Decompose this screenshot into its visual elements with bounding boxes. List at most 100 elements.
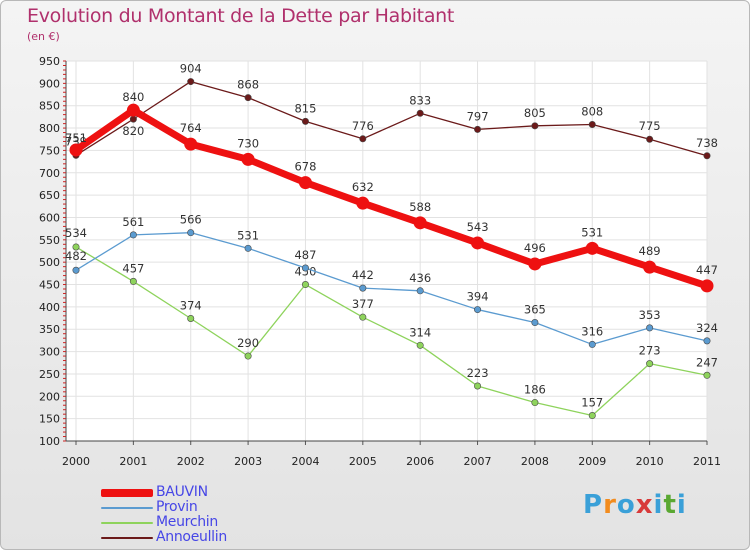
data-point-annoeullin <box>244 94 252 102</box>
data-label-bauvin: 730 <box>237 136 259 150</box>
data-label-bauvin: 840 <box>122 90 144 104</box>
data-point-annoeullin <box>187 78 195 86</box>
data-label-meurchin: 247 <box>696 355 718 369</box>
data-point-provin <box>646 324 654 332</box>
data-label-provin: 442 <box>352 268 374 282</box>
x-tick-label: 2007 <box>464 455 492 468</box>
data-label-meurchin: 157 <box>581 396 603 410</box>
data-point-provin <box>244 244 252 252</box>
data-label-bauvin: 678 <box>294 160 316 174</box>
series-line-bauvin <box>72 106 711 290</box>
y-tick-label: 500 <box>39 256 60 269</box>
legend-label: BAUVIN <box>156 484 208 500</box>
data-point-meurchin <box>72 243 80 251</box>
data-label-provin: 394 <box>467 290 489 304</box>
data-label-annoeullin: 868 <box>237 78 259 92</box>
y-tick-label: 150 <box>39 413 60 426</box>
y-tick-label: 550 <box>39 234 60 247</box>
data-label-bauvin: 543 <box>467 220 489 234</box>
y-tick-label: 750 <box>39 144 60 157</box>
data-point-provin <box>187 229 195 237</box>
x-tick-label: 2004 <box>291 455 319 468</box>
data-point-annoeullin <box>588 120 596 128</box>
data-label-provin: 531 <box>237 228 259 242</box>
legend-swatch <box>101 537 153 539</box>
data-label-annoeullin: 833 <box>409 93 431 107</box>
data-label-meurchin: 290 <box>237 336 259 350</box>
data-point-meurchin <box>129 277 137 285</box>
chart-title: Evolution du Montant de la Dette par Hab… <box>27 5 455 27</box>
x-tick-label: 2003 <box>234 455 262 468</box>
data-label-bauvin: 489 <box>639 244 661 258</box>
logo-letter: x <box>635 490 654 520</box>
legend-label: Meurchin <box>156 514 218 530</box>
data-point-annoeullin <box>646 135 654 143</box>
data-label-meurchin: 223 <box>467 366 489 380</box>
y-tick-label: 350 <box>39 323 60 336</box>
y-tick-label: 700 <box>39 167 60 180</box>
x-tick-label: 2008 <box>521 455 549 468</box>
logo-letter: i <box>676 490 687 520</box>
data-point-meurchin <box>301 281 309 289</box>
data-point-meurchin <box>646 360 654 368</box>
y-tick-label: 800 <box>39 122 60 135</box>
data-label-provin: 324 <box>696 321 718 335</box>
series-line-annoeullin <box>75 80 708 157</box>
y-tick-label: 950 <box>39 55 60 68</box>
data-point-provin <box>703 337 711 345</box>
data-point-provin <box>474 306 482 314</box>
y-tick-label: 900 <box>39 77 60 90</box>
data-point-provin <box>588 340 596 348</box>
data-point-annoeullin <box>301 117 309 125</box>
x-tick-label: 2005 <box>349 455 377 468</box>
data-point-annoeullin <box>129 115 137 123</box>
data-point-bauvin <box>471 236 485 250</box>
data-label-provin: 316 <box>581 324 603 338</box>
data-label-meurchin: 377 <box>352 297 374 311</box>
data-label-bauvin: 447 <box>696 263 718 277</box>
data-label-bauvin: 588 <box>409 200 431 214</box>
data-label-provin: 353 <box>639 308 661 322</box>
x-tick-label: 2002 <box>177 455 205 468</box>
logo-letter: t <box>663 490 677 520</box>
legend-swatch <box>101 489 153 497</box>
proxiti-logo: Proxiti <box>583 490 687 520</box>
data-point-bauvin <box>69 143 83 157</box>
data-point-bauvin <box>585 241 599 255</box>
data-point-annoeullin <box>531 122 539 130</box>
data-label-provin: 436 <box>409 271 431 285</box>
data-point-bauvin <box>184 137 198 151</box>
data-label-meurchin: 186 <box>524 383 546 397</box>
data-point-bauvin <box>356 196 370 210</box>
data-point-meurchin <box>531 399 539 407</box>
data-label-provin: 566 <box>180 213 202 227</box>
series-line-provin <box>75 232 708 346</box>
data-point-bauvin <box>126 103 140 117</box>
data-point-provin <box>359 284 367 292</box>
legend-swatch <box>101 507 153 509</box>
y-tick-label: 250 <box>39 368 60 381</box>
data-label-provin: 561 <box>122 215 144 229</box>
data-point-annoeullin <box>703 152 711 160</box>
data-point-bauvin <box>528 257 542 271</box>
data-point-meurchin <box>474 382 482 390</box>
x-tick-label: 2006 <box>406 455 434 468</box>
x-tick-label: 2011 <box>693 455 721 468</box>
x-tick-label: 2001 <box>119 455 147 468</box>
data-label-meurchin: 534 <box>65 226 87 240</box>
y-tick-label: 100 <box>39 435 60 448</box>
y-tick-label: 400 <box>39 301 60 314</box>
data-point-bauvin <box>643 260 657 274</box>
data-point-meurchin <box>187 315 195 323</box>
data-label-bauvin: 764 <box>180 121 202 135</box>
data-point-bauvin <box>413 216 427 230</box>
x-tick-label: 2010 <box>636 455 664 468</box>
data-label-annoeullin: 820 <box>122 124 144 138</box>
data-point-meurchin <box>703 371 711 379</box>
data-label-annoeullin: 797 <box>467 109 489 123</box>
data-point-meurchin <box>244 352 252 360</box>
series-line-meurchin <box>75 246 708 417</box>
logo-letter: o <box>616 490 636 520</box>
